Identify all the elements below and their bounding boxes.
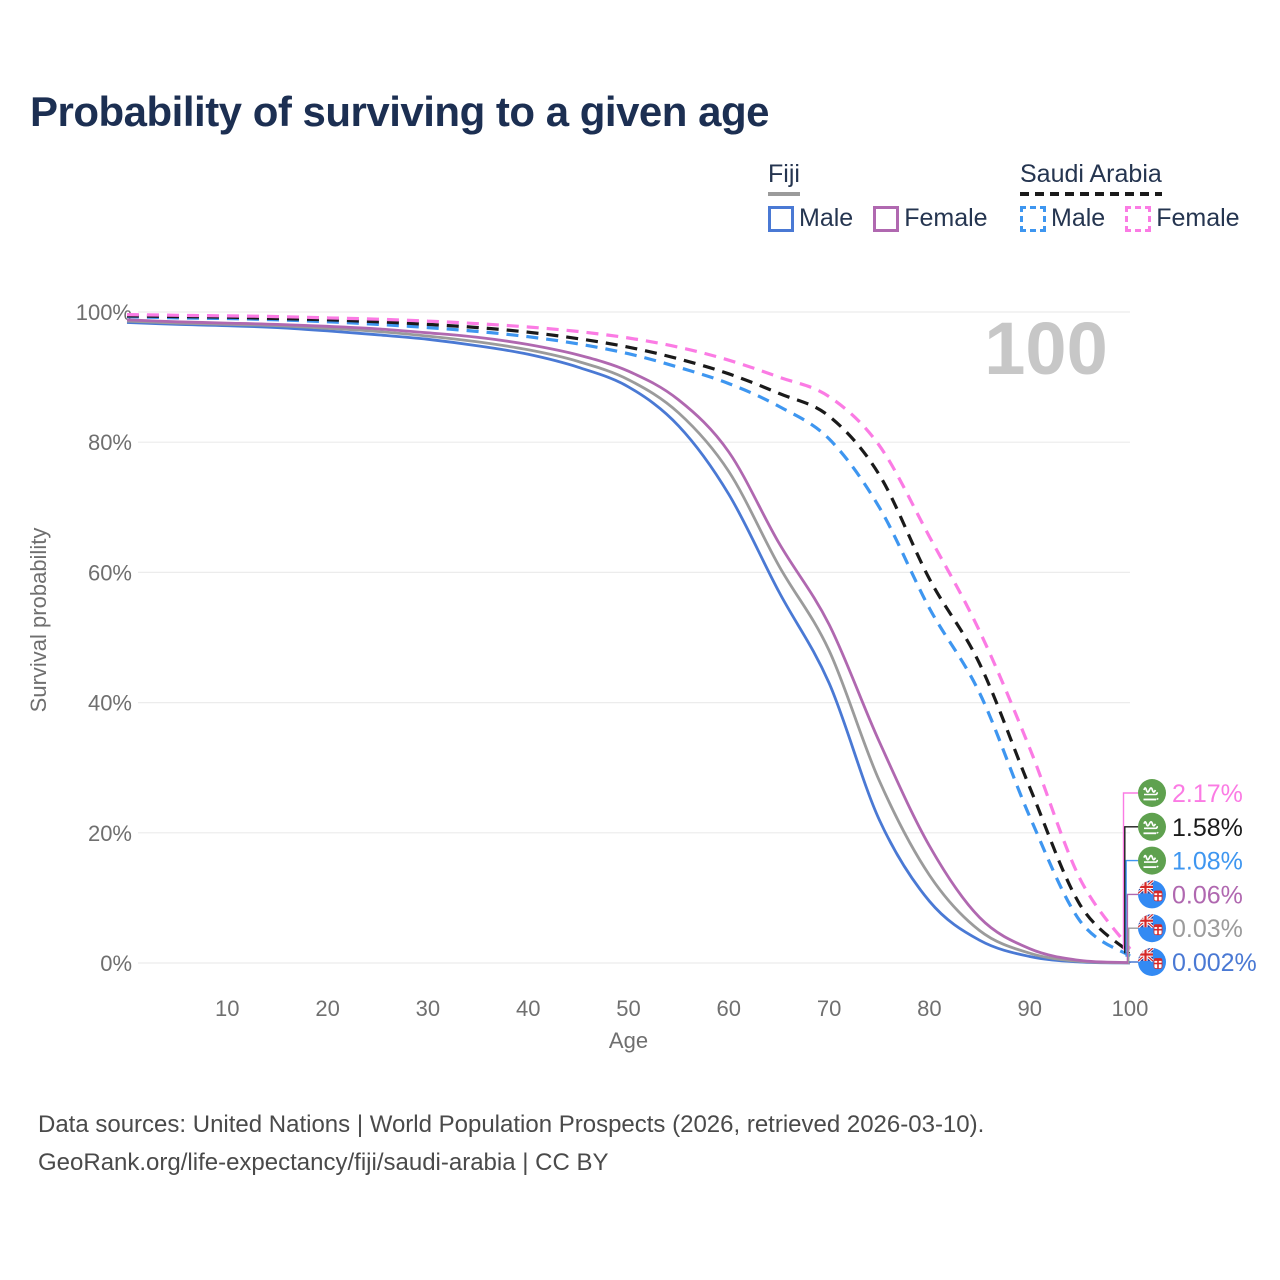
x-tick-label: 60 [717, 996, 741, 1021]
chart-legend: Fiji Male Female Saudi Arabia Male [0, 160, 1280, 250]
saudi-arabia-line-sample [1020, 192, 1162, 196]
fiji-all-leader-line [1128, 927, 1138, 964]
fiji-all-curve[interactable] [126, 319, 1131, 965]
y-tick-label: 0% [100, 951, 132, 976]
footer-attribution-line: GeoRank.org/life-expectancy/fiji/saudi-a… [38, 1149, 609, 1176]
fiji-female-curve[interactable] [126, 318, 1131, 964]
legend-country-fiji[interactable]: Fiji [768, 160, 800, 196]
legend-group-fiji: Fiji Male Female [768, 160, 988, 233]
page-title: Probability of surviving to a given age [30, 88, 769, 135]
saudi-arabia-flag-icon [1137, 845, 1167, 876]
x-tick-label: 30 [416, 996, 440, 1021]
fiji-female-swatch-icon [873, 205, 900, 232]
data-sources-footer: Data sources: United Nations | World Pop… [38, 1106, 984, 1182]
saudi-all-curve[interactable] [126, 314, 1132, 954]
saudi-arabia-flag-icon [1137, 811, 1167, 842]
legend-group-saudi-arabia: Saudi Arabia Male Female [1020, 160, 1240, 233]
saudi-all-end-value: 1.58% [1172, 814, 1243, 842]
saudi-male-curve[interactable] [126, 314, 1131, 958]
saudi-male-swatch-icon [1020, 205, 1046, 232]
y-tick-label: 20% [88, 821, 132, 846]
x-tick-label: 20 [315, 996, 339, 1021]
legend-item-fiji-female[interactable]: Female [873, 204, 988, 233]
saudi-male-end-value: 1.08% [1172, 848, 1243, 876]
hover-age-watermark: 100 [984, 307, 1107, 390]
legend-item-saudi-female[interactable]: Female [1125, 204, 1240, 233]
legend-country-fiji-label: Fiji [768, 160, 800, 188]
y-tick-label: 100% [76, 300, 132, 325]
fiji-male-curve[interactable] [126, 321, 1131, 965]
legend-label-saudi-male: Male [1051, 204, 1106, 232]
x-axis-title: Age [609, 1028, 648, 1053]
y-tick-label: 80% [88, 430, 132, 455]
x-tick-label: 10 [215, 996, 239, 1021]
legend-country-saudi-arabia-label: Saudi Arabia [1020, 160, 1162, 188]
legend-item-fiji-male[interactable]: Male [768, 204, 853, 233]
legend-label-fiji-female: Female [904, 204, 988, 232]
x-tick-label: 100 [1112, 996, 1149, 1021]
fiji-female-end-value: 0.06% [1172, 881, 1243, 909]
fiji-flag-icon [1138, 948, 1166, 976]
fiji-male-end-value: 0.002% [1172, 949, 1257, 977]
x-tick-label: 70 [817, 996, 841, 1021]
fiji-flag-icon [1138, 914, 1166, 942]
saudi-female-curve[interactable] [126, 313, 1132, 950]
x-tick-label: 40 [516, 996, 540, 1021]
y-tick-label: 40% [88, 691, 132, 716]
legend-label-saudi-female: Female [1156, 204, 1240, 232]
legend-country-saudi-arabia[interactable]: Saudi Arabia [1020, 160, 1162, 196]
y-axis-title: Survival probability [26, 528, 51, 713]
legend-items-fiji: Male Female [768, 204, 988, 233]
fiji-line-sample [768, 192, 800, 196]
x-tick-label: 90 [1017, 996, 1041, 1021]
legend-label-fiji-male: Male [799, 204, 854, 232]
fiji-all-end-value: 0.03% [1172, 915, 1243, 943]
fiji-male-swatch-icon [768, 205, 794, 232]
footer-sources-line: Data sources: United Nations | World Pop… [38, 1111, 985, 1138]
saudi-female-swatch-icon [1125, 205, 1152, 232]
legend-items-saudi-arabia: Male Female [1020, 204, 1240, 233]
fiji-male-leader-line [1129, 961, 1138, 963]
y-tick-label: 60% [88, 560, 132, 585]
saudi-arabia-flag-icon [1137, 778, 1167, 808]
saudi-female-end-value: 2.17% [1172, 780, 1243, 808]
x-tick-label: 80 [917, 996, 941, 1021]
fiji-flag-icon [1138, 880, 1166, 908]
legend-item-saudi-male[interactable]: Male [1020, 204, 1105, 233]
x-tick-label: 50 [616, 996, 640, 1021]
